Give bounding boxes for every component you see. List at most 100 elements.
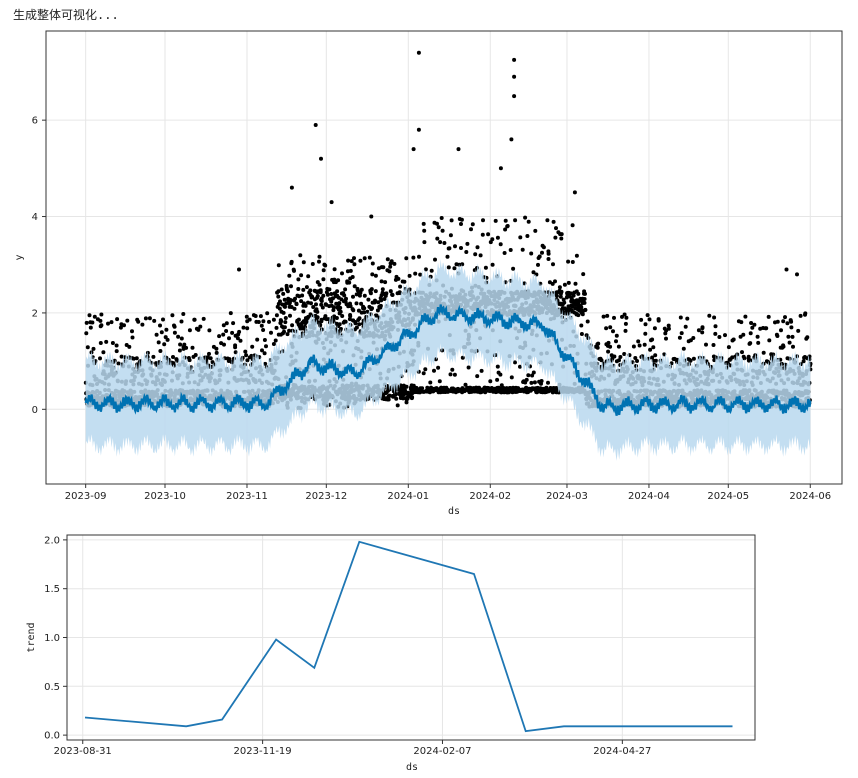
observed-point <box>285 289 290 294</box>
observed-point <box>221 332 226 337</box>
observed-point <box>315 315 320 320</box>
observed-point <box>362 310 367 315</box>
observed-point <box>315 309 320 314</box>
observed-point <box>241 325 246 330</box>
observed-point <box>300 293 305 298</box>
observed-point <box>321 277 326 282</box>
observed-point <box>356 308 361 313</box>
observed-point <box>106 321 110 326</box>
observed-point <box>245 358 250 363</box>
observed-point <box>214 350 219 355</box>
observed-point <box>327 287 332 292</box>
x-tick-label: 2024-04-27 <box>593 746 651 757</box>
observed-point <box>303 303 308 308</box>
observed-point <box>98 318 103 323</box>
observed-point <box>317 254 322 259</box>
observed-point <box>287 273 292 278</box>
observed-point <box>178 342 183 347</box>
observed-point <box>227 357 232 362</box>
observed-point <box>298 253 303 258</box>
observed-point <box>259 323 264 328</box>
observed-point <box>276 263 281 268</box>
observed-point <box>306 300 310 305</box>
y-tick-label: 1.0 <box>44 633 60 644</box>
observed-point <box>170 313 175 318</box>
observed-point <box>88 325 93 330</box>
observed-point <box>349 259 354 264</box>
observed-point <box>287 328 292 333</box>
observed-point <box>222 342 226 347</box>
observed-point <box>351 294 355 299</box>
observed-point <box>347 280 352 285</box>
observed-point <box>151 354 156 359</box>
observed-point <box>310 262 315 266</box>
observed-point <box>98 356 102 361</box>
observed-point <box>359 301 364 306</box>
observed-point <box>104 339 109 344</box>
y-tick-label: 0.5 <box>44 682 60 693</box>
observed-point <box>320 305 325 310</box>
observed-point <box>184 345 189 350</box>
observed-point <box>337 322 342 327</box>
observed-point <box>255 337 260 342</box>
observed-point <box>187 358 192 363</box>
observed-point <box>250 344 255 349</box>
observed-point <box>159 330 164 335</box>
observed-point <box>308 288 313 293</box>
observed-point <box>235 336 240 341</box>
observed-point <box>131 356 136 361</box>
observed-point <box>284 285 289 290</box>
observed-point <box>230 330 235 335</box>
observed-point <box>325 292 330 297</box>
observed-point <box>283 304 287 309</box>
observed-point <box>172 330 177 335</box>
observed-point <box>281 310 286 315</box>
observed-point <box>338 309 343 314</box>
observed-point <box>292 306 297 311</box>
observed-point <box>207 328 212 333</box>
observed-point <box>343 319 348 324</box>
observed-point <box>271 342 276 346</box>
observed-point <box>247 317 252 322</box>
observed-point <box>193 353 198 357</box>
observed-point <box>279 319 284 324</box>
observed-point <box>221 323 226 328</box>
observed-point <box>87 313 92 318</box>
observed-point <box>136 319 141 324</box>
observed-point <box>158 323 162 328</box>
observed-point <box>344 296 348 301</box>
y-tick-label: 0.0 <box>44 731 60 742</box>
observed-point <box>335 289 340 294</box>
observed-point <box>277 306 282 311</box>
observed-point <box>244 353 249 358</box>
observed-point <box>143 316 148 321</box>
observed-point <box>301 287 306 292</box>
observed-point <box>217 334 222 339</box>
observed-point <box>115 317 120 322</box>
observed-point <box>262 338 267 342</box>
observed-point <box>187 328 192 333</box>
observed-point <box>271 317 276 322</box>
x-tick-label: 2023-08-31 <box>54 746 112 757</box>
observed-point <box>267 319 271 324</box>
observed-point <box>352 256 356 261</box>
observed-point <box>311 305 316 309</box>
observed-point <box>306 274 311 279</box>
observed-point <box>261 319 266 324</box>
observed-point <box>99 312 104 317</box>
observed-point <box>147 316 152 321</box>
observed-point <box>370 272 375 277</box>
observed-point <box>282 325 287 330</box>
observed-point <box>227 336 231 341</box>
observed-point <box>249 353 254 358</box>
observed-point <box>171 355 175 359</box>
observed-point <box>362 293 367 298</box>
observed-point <box>140 322 145 327</box>
observed-point <box>99 323 104 328</box>
observed-point <box>245 326 250 331</box>
observed-point <box>134 356 139 361</box>
observed-point <box>317 259 321 264</box>
observed-point <box>289 284 293 289</box>
observed-point <box>318 288 323 293</box>
